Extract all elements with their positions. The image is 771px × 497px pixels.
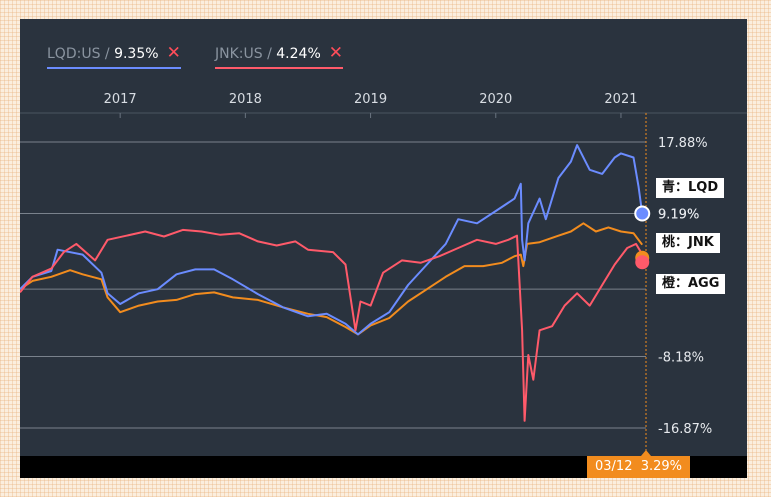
crosshair-date-badge: 03/12 3.29% xyxy=(587,456,691,478)
bottom-strip xyxy=(20,456,747,478)
legend-symbol-lqd: LQD:US xyxy=(47,46,101,62)
legend-value-jnk: 4.24% xyxy=(276,46,321,62)
legend-symbol-jnk: JNK:US xyxy=(215,46,263,62)
crosshair-value: 3.29% xyxy=(640,459,683,474)
chart-panel: 2017 2018 2019 2020 2021 17.88% 9.19% -8.18% -16… xyxy=(20,19,747,478)
end-marker-lqd xyxy=(634,205,651,222)
legend-underline-jnk xyxy=(215,67,343,69)
y-tick-label-1: 9.19% xyxy=(658,208,699,223)
series-line-lqd xyxy=(20,144,644,336)
legend-underline-lqd xyxy=(47,67,181,69)
x-tick-label-2018: 2018 xyxy=(229,92,262,107)
series-line-agg xyxy=(20,222,643,336)
end-value-lqd: 9.19% xyxy=(658,208,699,223)
end-marker-jnk xyxy=(635,255,650,270)
callout-agg: 橙：AGG xyxy=(656,274,726,294)
legend-separator-jnk: / xyxy=(262,46,277,62)
x-tick-label-2019: 2019 xyxy=(354,92,387,107)
x-tick-label-2017: 2017 xyxy=(104,92,137,107)
remove-lqd-close-icon[interactable]: ✕ xyxy=(166,43,181,63)
crosshair-marker xyxy=(641,450,651,456)
legend-entry-jnk[interactable]: JNK:US / 4.24% ✕ xyxy=(215,43,343,69)
y-tick-label-2: -8.18% xyxy=(658,350,704,365)
legend-entry-lqd[interactable]: LQD:US / 9.35% ✕ xyxy=(47,43,181,69)
callout-jnk: 桃：JNK xyxy=(656,233,720,253)
line-chart[interactable]: 2017 2018 2019 2020 2021 17.88% 9.19% -8.18% -16… xyxy=(20,19,747,478)
x-tick-label-2020: 2020 xyxy=(479,92,512,107)
crosshair-date: 03/12 xyxy=(595,459,633,474)
legend-separator-lqd: / xyxy=(100,46,115,62)
y-tick-label-0: 17.88% xyxy=(658,136,708,151)
remove-jnk-close-icon[interactable]: ✕ xyxy=(328,43,343,63)
callout-lqd: 青：LQD xyxy=(656,178,725,198)
legend-value-lqd: 9.35% xyxy=(114,46,159,62)
x-tick-label-2021: 2021 xyxy=(604,92,637,107)
series-line-jnk xyxy=(20,228,644,422)
y-tick-label-3: -16.87% xyxy=(658,422,712,437)
